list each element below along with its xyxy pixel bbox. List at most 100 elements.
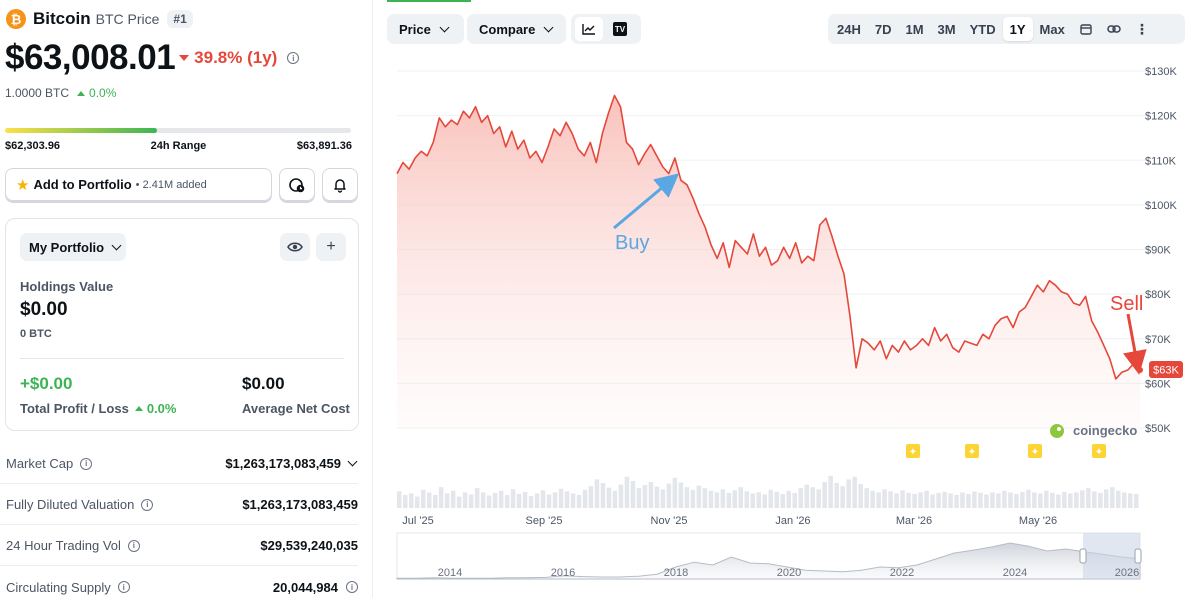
event-markers[interactable]: ✦ ✦ ✦ ✦ (906, 444, 1106, 458)
price-chart[interactable]: $130K $120K $110K $100K $90K $80K $70K $60K $50K… (373, 0, 1200, 598)
price-tab-dropdown[interactable]: Price (387, 14, 464, 44)
volume-bar (774, 491, 779, 508)
volume-bar (786, 490, 791, 508)
my-portfolio-dropdown[interactable]: My Portfolio (20, 233, 126, 261)
event-marker-icon (906, 444, 920, 458)
share-link-button[interactable] (1100, 17, 1128, 41)
volume-bar (924, 490, 929, 508)
navigator-area (396, 542, 1141, 580)
range-24h[interactable]: 24H (837, 21, 861, 37)
navigator-year-label: 2020 (777, 567, 801, 579)
stat-value-text: $1,263,173,083,459 (242, 497, 358, 512)
event-marker-icon (965, 444, 979, 458)
range-navigator[interactable]: 2014 2016 2018 2020 2022 2024 2026 (396, 532, 1142, 580)
volume-bar (1104, 489, 1109, 508)
eye-visibility-button[interactable] (280, 233, 310, 261)
watermark-text: coingecko (1073, 423, 1137, 438)
profit-loss-change: 0.0% (134, 401, 176, 416)
price-alert-clock-button[interactable] (279, 168, 315, 201)
price-line (396, 94, 1141, 380)
bitcoin-logo-icon: ₿ (6, 9, 26, 29)
volume-bar (528, 496, 534, 508)
navigator-year-label: 2018 (664, 567, 688, 579)
last-price-dot (1137, 366, 1143, 373)
coins-clock-icon (289, 177, 305, 192)
compare-label: Compare (479, 21, 536, 37)
stat-label-text: 24 Hour Trading Vol (6, 538, 121, 553)
bell-icon (334, 178, 346, 193)
my-portfolio-card: My Portfolio + Holdings Value $0.00 0 BT… (5, 218, 359, 431)
portfolio-added-count: • 2.41M added (135, 178, 207, 191)
volume-bar (462, 492, 468, 508)
volume-bar (1044, 490, 1049, 508)
volume-bar (720, 489, 726, 508)
range-7d[interactable]: 7D (874, 21, 892, 37)
stat-value: 20,044,984 i (273, 580, 358, 595)
coin-header: ₿ Bitcoin BTC Price #1 (6, 8, 193, 30)
volume-bar (648, 482, 654, 508)
line-chart-button[interactable] (575, 17, 603, 41)
holdings-value: $0.00 (20, 299, 68, 320)
up-triangle-icon (77, 90, 86, 96)
volume-bar (972, 491, 977, 508)
holdings-btc: 0 BTC (20, 328, 52, 340)
last-price-label: $63K (1153, 365, 1179, 377)
current-price: $63,008.01 (5, 38, 176, 77)
stat-label-text: Circulating Supply (6, 579, 111, 595)
info-icon[interactable]: i (127, 539, 140, 552)
volume-bar (702, 488, 708, 508)
volume-bar (660, 489, 666, 508)
info-icon[interactable]: i (141, 498, 154, 511)
card-divider (20, 358, 344, 359)
info-icon[interactable]: i (346, 581, 358, 593)
range-1m[interactable]: 1M (905, 21, 924, 37)
svg-text:✦: ✦ (1095, 447, 1103, 458)
range-1y[interactable]: 1Y (1002, 17, 1033, 41)
volume-bar (1074, 492, 1079, 508)
range-24h-high: $63,891.36 (296, 140, 352, 152)
info-icon[interactable]: i (80, 457, 93, 470)
volume-bar (780, 494, 785, 508)
chevron-down-icon[interactable] (347, 456, 358, 467)
volume-bar (1020, 491, 1025, 508)
volume-bar (804, 484, 809, 508)
volume-bar (427, 492, 432, 508)
volume-bar (415, 496, 420, 508)
calendar-button[interactable] (1072, 17, 1100, 41)
range-ytd[interactable]: YTD (969, 21, 996, 37)
volume-bar (1026, 489, 1031, 508)
price-tab-label: Price (399, 21, 431, 37)
volume-bar (433, 495, 438, 508)
stat-label: 24 Hour Trading Vol i (6, 538, 140, 553)
range-24h-label: 24h Range (150, 140, 207, 152)
volume-bar (654, 486, 660, 508)
volume-bar (1068, 493, 1073, 508)
more-options-button[interactable]: ⋮ (1128, 17, 1156, 41)
notification-bell-button[interactable] (322, 168, 358, 201)
y-tick-label: $60K (1145, 378, 1171, 390)
add-transaction-button[interactable]: + (316, 233, 346, 261)
volume-bar (930, 494, 935, 508)
info-icon[interactable]: i (287, 52, 300, 64)
btc-conversion-row: 1.0000 BTC 0.0% (5, 86, 116, 100)
tradingview-button[interactable]: TV (613, 22, 627, 36)
stat-value: $1,263,173,083,459 (242, 497, 358, 512)
coin-overview-panel: ₿ Bitcoin BTC Price #1 $63,008.01 39.8% … (0, 0, 372, 598)
range-3m[interactable]: 3M (937, 21, 956, 37)
volume-bar (1056, 494, 1061, 508)
range-max[interactable]: Max (1039, 21, 1065, 37)
volume-bars (397, 475, 1139, 508)
volume-bar (936, 492, 941, 508)
compare-dropdown[interactable]: Compare (467, 14, 566, 44)
add-to-portfolio-button[interactable]: ★ Add to Portfolio • 2.41M added (5, 168, 272, 201)
x-tick-label: Nov '25 (651, 515, 688, 527)
price-area-fill (397, 95, 1140, 428)
volume-bar (906, 492, 911, 508)
volume-bar (912, 494, 917, 508)
volume-bar (1116, 490, 1121, 508)
volume-bar (1080, 490, 1085, 508)
volume-bar (594, 479, 600, 508)
volume-bar (444, 493, 450, 508)
y-tick-label: $130K (1145, 66, 1177, 78)
info-icon[interactable]: i (117, 581, 130, 593)
